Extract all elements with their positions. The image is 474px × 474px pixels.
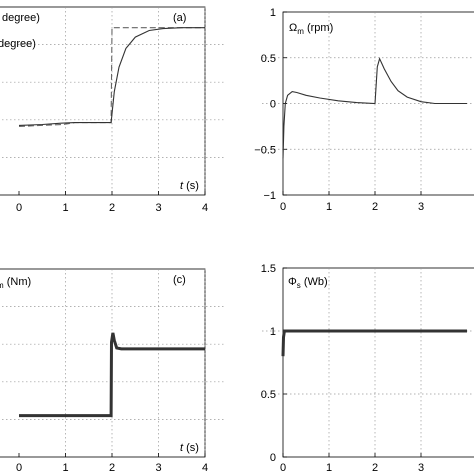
panel-c-xtick-label: 0 — [16, 462, 22, 474]
panel-d-x-ticks: 0 1 2 3 — [280, 462, 424, 474]
panel-d-title-main: Φ — [288, 276, 297, 288]
panel-a-xlabel-var: t — [180, 180, 184, 192]
panel-b-ytick-label: 0.5 — [261, 53, 276, 65]
panel-b-ytick-label: 0 — [270, 99, 276, 111]
panel-d-ytick-label: 0 — [270, 452, 276, 464]
panel-a-xlabel: t (s) — [180, 180, 199, 192]
panel-d-ytick-label: 1.5 — [261, 263, 276, 275]
panel-c-x-ticks: 0 1 2 3 4 — [16, 462, 208, 474]
panel-d-title: Φs (Wb) — [288, 276, 328, 290]
panel-a-xtick-label: 3 — [155, 202, 161, 214]
panel-a-xtick-label: 1 — [62, 202, 68, 214]
panel-c-title-unit: (Nm) — [4, 276, 32, 288]
panel-d-xtick-label: 0 — [280, 462, 286, 474]
panel-b-ytick-label: 1 — [270, 7, 276, 19]
panel-a: (a) degree) degree) t (s) 0 1 2 3 4 — [0, 6, 225, 214]
panel-b-xtick-label: 2 — [372, 201, 378, 213]
panel-b-xtick-label: 0 — [280, 201, 286, 213]
panel-a-label: (a) — [173, 12, 186, 24]
panel-b-ytick-label: −0.5 — [254, 144, 276, 156]
panel-d-ytick-label: 1 — [270, 326, 276, 338]
panel-b-title-main: Ω — [289, 22, 297, 34]
panel-c-xtick-label: 4 — [202, 462, 208, 474]
panel-c-xtick-label: 2 — [109, 462, 115, 474]
panel-d-title-sub: s — [297, 281, 301, 290]
panel-a-legend-1: degree) — [2, 12, 40, 24]
panel-d-title-unit: (Wb) — [301, 276, 328, 288]
panel-d-series-1 — [281, 329, 467, 357]
panel-a-x-ticks: 0 1 2 3 4 — [16, 202, 208, 214]
panel-d-xtick-label: 1 — [326, 462, 332, 474]
panel-d-lines — [281, 329, 467, 357]
panel-b-series-1 — [282, 57, 467, 159]
panel-b-ytick-label: −1 — [263, 190, 276, 202]
panel-c-xlabel-unit: (s) — [183, 442, 199, 454]
panel-a-legend-2: degree) — [0, 38, 36, 50]
panel-a-xtick-label: 4 — [202, 202, 208, 214]
panel-b-title: Ωm (rpm) — [289, 22, 333, 36]
panel-c-xtick-label: 1 — [62, 462, 68, 474]
panel-a-frame — [0, 6, 206, 196]
panel-c-title: m (Nm) — [0, 276, 31, 290]
panel-a-series-2 — [18, 27, 205, 126]
panel-c-frame — [0, 268, 206, 458]
panel-b-xtick-label: 3 — [418, 201, 424, 213]
panel-c-title-sub: m — [0, 281, 4, 290]
panel-b: Ωm (rpm) 0 1 2 3 1 0.5 0 −0.5 −1 — [254, 7, 474, 213]
panel-b-title-unit: (rpm) — [304, 22, 333, 34]
panel-c-xlabel: t (s) — [180, 442, 199, 454]
panel-a-lines — [18, 27, 205, 127]
panel-c: (c) m (Nm) t (s) 0 1 2 3 4 — [0, 268, 225, 474]
panel-a-grid — [0, 7, 225, 195]
panel-c-series-1 — [19, 332, 205, 418]
panel-b-xtick-label: 1 — [326, 201, 332, 213]
panel-c-xlabel-var: t — [180, 442, 184, 454]
panel-c-label: (c) — [173, 274, 186, 286]
panel-a-xlabel-unit: (s) — [183, 180, 199, 192]
panel-c-grid — [0, 269, 225, 457]
panel-d-frame — [282, 267, 474, 458]
panel-c-xtick-label: 3 — [155, 462, 161, 474]
panel-b-lines — [282, 57, 467, 159]
panel-d-y-ticks: 1.5 1 0.5 0 — [261, 263, 276, 464]
panel-a-xtick-label: 2 — [109, 202, 115, 214]
panel-d-ytick-label: 0.5 — [261, 389, 276, 401]
panel-b-x-ticks: 0 1 2 3 — [280, 201, 424, 213]
panel-d-xtick-label: 2 — [372, 462, 378, 474]
panel-b-y-ticks: 1 0.5 0 −0.5 −1 — [254, 7, 276, 202]
panel-c-lines — [19, 332, 205, 418]
panel-d: Φs (Wb) 0 1 2 3 1.5 1 0.5 0 — [261, 263, 474, 474]
panel-d-xtick-label: 3 — [418, 462, 424, 474]
panel-a-xtick-label: 0 — [16, 202, 22, 214]
panel-b-title-sub: m — [297, 27, 304, 36]
